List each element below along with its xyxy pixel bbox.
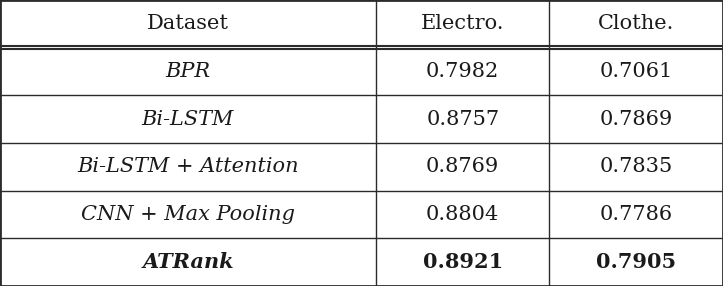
Text: 0.8804: 0.8804 (426, 205, 500, 224)
Text: ATRank: ATRank (142, 252, 234, 272)
Text: 0.7982: 0.7982 (426, 62, 500, 81)
Text: 0.8769: 0.8769 (426, 157, 500, 176)
Text: CNN + Max Pooling: CNN + Max Pooling (81, 205, 295, 224)
Text: 0.7905: 0.7905 (596, 252, 676, 272)
Text: 0.8757: 0.8757 (426, 110, 500, 129)
Text: 0.7786: 0.7786 (599, 205, 673, 224)
Text: Clothe.: Clothe. (598, 14, 675, 33)
Text: 0.7869: 0.7869 (599, 110, 673, 129)
Text: Bi-LSTM + Attention: Bi-LSTM + Attention (77, 157, 299, 176)
Text: 0.8921: 0.8921 (423, 252, 502, 272)
Text: Bi-LSTM: Bi-LSTM (142, 110, 234, 129)
Text: 0.7835: 0.7835 (599, 157, 673, 176)
Text: Electro.: Electro. (421, 14, 505, 33)
Text: Dataset: Dataset (147, 14, 229, 33)
Text: 0.7061: 0.7061 (599, 62, 673, 81)
Text: BPR: BPR (166, 62, 210, 81)
